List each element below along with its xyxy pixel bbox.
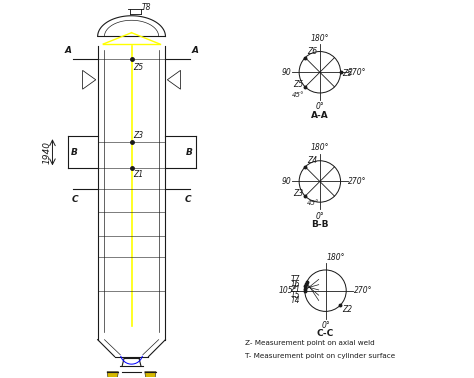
Text: 0°: 0° bbox=[316, 212, 324, 220]
Text: T8: T8 bbox=[142, 3, 152, 12]
Text: Z1: Z1 bbox=[134, 170, 144, 179]
Text: B-B: B-B bbox=[311, 220, 328, 229]
Text: 45°: 45° bbox=[292, 92, 304, 98]
Text: 180°: 180° bbox=[310, 144, 329, 152]
Text: T5: T5 bbox=[291, 291, 300, 300]
Text: Z3: Z3 bbox=[134, 131, 144, 140]
Text: 270°: 270° bbox=[348, 177, 367, 186]
Text: Z3: Z3 bbox=[293, 189, 304, 198]
Text: Z1: Z1 bbox=[290, 285, 300, 294]
Polygon shape bbox=[82, 70, 96, 89]
Text: B: B bbox=[186, 148, 192, 157]
Text: C-C: C-C bbox=[317, 329, 334, 338]
Text: Z5: Z5 bbox=[342, 69, 352, 78]
Text: A-A: A-A bbox=[311, 111, 329, 119]
Polygon shape bbox=[167, 70, 181, 89]
Text: 45°: 45° bbox=[307, 200, 319, 206]
Text: T6: T6 bbox=[291, 280, 300, 289]
Text: Z5: Z5 bbox=[134, 63, 144, 72]
Text: Z2: Z2 bbox=[342, 305, 353, 314]
Text: 90: 90 bbox=[282, 177, 291, 186]
Text: Z- Measurement point on axial weld: Z- Measurement point on axial weld bbox=[245, 340, 374, 345]
Text: B: B bbox=[71, 148, 77, 157]
Text: C: C bbox=[185, 195, 191, 204]
Text: 270°: 270° bbox=[348, 68, 367, 77]
Text: C: C bbox=[72, 195, 78, 204]
Polygon shape bbox=[107, 372, 118, 378]
Text: T4: T4 bbox=[291, 296, 300, 305]
Text: 90: 90 bbox=[282, 68, 291, 77]
Text: 0°: 0° bbox=[316, 102, 324, 111]
Text: 1940: 1940 bbox=[42, 141, 51, 164]
Text: T- Measurement point on cylinder surface: T- Measurement point on cylinder surface bbox=[245, 353, 395, 359]
Polygon shape bbox=[145, 372, 156, 378]
Text: A: A bbox=[192, 46, 199, 55]
Text: A: A bbox=[64, 46, 71, 55]
Text: 270°: 270° bbox=[354, 286, 373, 295]
Text: T7: T7 bbox=[291, 275, 300, 284]
Text: Z5: Z5 bbox=[293, 80, 304, 89]
Text: 0°: 0° bbox=[321, 321, 330, 330]
Text: Z6: Z6 bbox=[307, 47, 317, 56]
Text: 105°: 105° bbox=[278, 286, 297, 295]
Text: 180°: 180° bbox=[327, 253, 345, 262]
Text: 180°: 180° bbox=[310, 34, 329, 43]
Text: Z4: Z4 bbox=[307, 156, 317, 165]
